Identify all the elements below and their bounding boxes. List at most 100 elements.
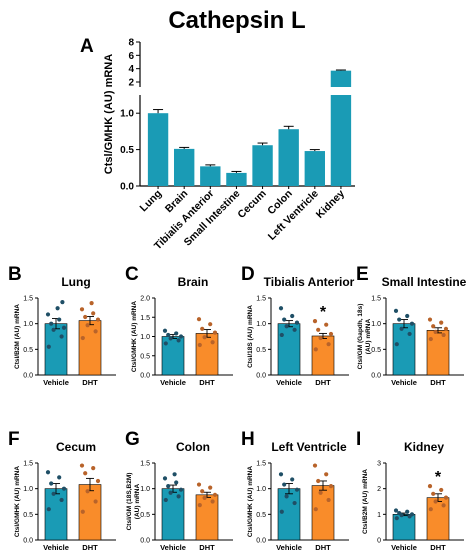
data-point bbox=[443, 326, 449, 331]
data-point bbox=[324, 472, 329, 477]
data-point bbox=[95, 478, 101, 484]
bar bbox=[44, 323, 68, 376]
bar-vehicle: Vehicle bbox=[276, 306, 302, 387]
data-point bbox=[45, 470, 51, 475]
data-point bbox=[427, 317, 433, 322]
data-point bbox=[197, 342, 202, 348]
y-tick-label: 0.5 bbox=[256, 347, 266, 354]
y-tick-label: 8 bbox=[128, 38, 134, 49]
y-tick-label: 0.5 bbox=[23, 347, 33, 354]
data-point bbox=[89, 301, 94, 306]
y-tick-label: 0.5 bbox=[140, 353, 150, 360]
data-point bbox=[163, 497, 168, 503]
y-axis-label: Ctsl/GMHK (AU) mRNA bbox=[131, 301, 138, 372]
data-point bbox=[278, 472, 284, 477]
panel-letter: C bbox=[125, 264, 139, 285]
data-point bbox=[313, 347, 318, 352]
y-tick-label: 2 bbox=[128, 78, 134, 89]
data-point bbox=[80, 509, 85, 514]
data-point bbox=[433, 499, 438, 504]
panel-i: I Kidney 0 1 2 3 Ctsl/B2M (AU) mRNA Vehicle DHT * bbox=[356, 429, 464, 550]
data-point bbox=[46, 344, 51, 349]
data-point bbox=[83, 314, 88, 320]
category-label: Lung bbox=[138, 188, 165, 215]
data-point bbox=[441, 332, 446, 338]
y-tick-label: 0.0 bbox=[23, 538, 33, 545]
category-label: DHT bbox=[315, 378, 331, 387]
data-point bbox=[278, 306, 284, 311]
data-point bbox=[168, 336, 173, 341]
category-label: DHT bbox=[82, 543, 98, 550]
panel-title: Colon bbox=[176, 440, 210, 454]
y-tick-label: 0.0 bbox=[371, 373, 381, 380]
data-point bbox=[95, 317, 101, 322]
data-point bbox=[51, 327, 56, 332]
y-tick-label: 3 bbox=[377, 461, 381, 468]
data-point bbox=[433, 329, 438, 334]
data-point bbox=[212, 492, 218, 497]
y-tick-label: 0.5 bbox=[140, 512, 150, 519]
data-point bbox=[178, 487, 184, 492]
data-point bbox=[393, 508, 399, 513]
data-point bbox=[397, 317, 402, 322]
data-point bbox=[91, 311, 96, 316]
y-tick-label: 0.5 bbox=[23, 512, 33, 519]
data-point bbox=[174, 331, 179, 336]
data-point bbox=[208, 485, 213, 490]
data-point bbox=[212, 330, 218, 335]
data-point bbox=[46, 507, 51, 512]
data-point bbox=[441, 503, 446, 508]
category-label: Vehicle bbox=[160, 378, 186, 387]
data-point bbox=[202, 495, 207, 501]
data-point bbox=[61, 486, 67, 491]
data-point bbox=[394, 516, 399, 521]
data-point bbox=[208, 322, 213, 327]
data-point bbox=[284, 324, 289, 329]
data-point bbox=[316, 478, 321, 484]
panel-title: Tibialis Anterior bbox=[264, 275, 355, 289]
data-point bbox=[176, 494, 181, 499]
bar bbox=[44, 488, 68, 541]
data-point bbox=[431, 324, 436, 329]
panel-title: Cecum bbox=[56, 440, 96, 454]
bar bbox=[330, 95, 352, 186]
bar bbox=[392, 323, 416, 376]
y-axis-label: Ctsl/18S (AU) mRNA bbox=[247, 305, 254, 368]
panel-letter: D bbox=[241, 264, 255, 285]
panel-title: Left Ventricle bbox=[271, 440, 347, 454]
bar-dht: DHT bbox=[195, 317, 219, 387]
bar-vehicle: Vehicle bbox=[160, 472, 186, 550]
panel-e: E Small Intestine 0.0 0.5 1.0 1.5 Ctsl/GM (Gap… bbox=[356, 264, 467, 387]
y-axis-label: (AU) mRNA bbox=[134, 484, 141, 520]
y-tick-label: 0.0 bbox=[120, 182, 134, 193]
y-tick-label: 1.5 bbox=[23, 296, 33, 303]
data-point bbox=[45, 312, 51, 317]
y-axis-label: Ctsl/GM (Gapdh, 18s) bbox=[357, 304, 364, 370]
y-tick-label: 1.5 bbox=[256, 461, 266, 468]
data-point bbox=[279, 509, 284, 514]
category-label: DHT bbox=[430, 543, 446, 550]
y-tick-label: 0.0 bbox=[256, 373, 266, 380]
bar bbox=[147, 113, 169, 186]
bar bbox=[252, 145, 273, 186]
significance-marker: * bbox=[320, 304, 327, 321]
y-axis-label: Ctsl/B2M (AU) mRNA bbox=[14, 304, 21, 369]
data-point bbox=[59, 334, 64, 339]
data-point bbox=[176, 338, 181, 343]
y-tick-label: 0.5 bbox=[120, 145, 134, 156]
y-tick-label: 1.0 bbox=[371, 321, 381, 328]
data-point bbox=[294, 487, 300, 492]
bar-dht: DHT bbox=[311, 319, 335, 387]
data-point bbox=[328, 484, 334, 489]
data-point bbox=[282, 482, 287, 487]
data-point bbox=[79, 463, 85, 468]
y-tick-label: 1.5 bbox=[371, 296, 381, 303]
bar bbox=[277, 488, 301, 541]
y-axis-label: Ctsl/GMHK (AU) mRNA bbox=[247, 466, 254, 537]
bar bbox=[304, 151, 326, 186]
data-point bbox=[162, 476, 168, 481]
category-label: DHT bbox=[82, 378, 98, 387]
